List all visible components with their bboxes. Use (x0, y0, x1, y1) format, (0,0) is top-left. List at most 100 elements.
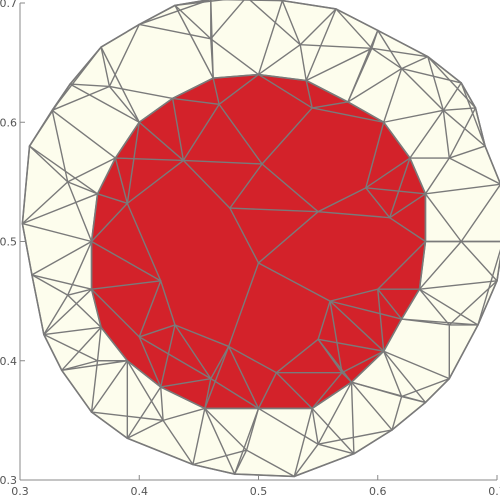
mesh-edge (275, 338, 319, 374)
mesh-edge (66, 181, 93, 243)
mesh-edge (212, 77, 220, 106)
mesh-edge (484, 145, 500, 185)
mesh-edge (227, 345, 278, 374)
mesh-edge (96, 326, 102, 362)
mesh-edge (335, 8, 373, 50)
mesh-edge (257, 407, 319, 445)
mesh-edge (90, 202, 129, 243)
mesh-edge (138, 23, 212, 40)
mesh-edge (377, 240, 427, 290)
mesh-edge (329, 300, 403, 320)
mesh-edge (61, 360, 129, 371)
mesh-edge (138, 336, 212, 380)
mesh-edge (383, 121, 411, 159)
mesh-edge (409, 157, 427, 195)
mesh-edge (460, 240, 498, 282)
mesh-edge (317, 381, 353, 445)
mesh-edge (100, 46, 140, 123)
mesh-edge (51, 46, 102, 112)
mesh-edge (43, 333, 63, 371)
mesh-edge (477, 248, 500, 326)
mesh-edge (43, 326, 102, 336)
mesh-edge (174, 4, 214, 79)
mesh-edge (257, 44, 301, 76)
mesh-edge (317, 338, 343, 374)
mesh-edge (100, 46, 111, 88)
mesh-edge (317, 429, 393, 445)
mesh-edge (43, 288, 93, 336)
mesh-edge (100, 326, 129, 362)
mesh-edge (43, 333, 99, 362)
mesh-edge (424, 377, 450, 404)
mesh-edge (442, 82, 462, 112)
mesh-edge (335, 8, 379, 32)
mesh-edge (257, 0, 284, 76)
mesh-edge (218, 103, 263, 165)
mesh-edge (281, 0, 337, 10)
mesh-edge (114, 157, 129, 205)
mesh-edge (383, 109, 445, 123)
mesh-edge (192, 407, 206, 466)
mesh-edge (210, 0, 245, 40)
mesh-edge (350, 350, 385, 383)
mesh-edge (388, 193, 427, 219)
mesh-edge (460, 82, 477, 109)
mesh-edge (229, 207, 260, 264)
mesh-edge (21, 193, 99, 225)
mesh-edge (126, 202, 162, 282)
mesh-edge (182, 159, 263, 165)
mesh-edge (174, 0, 212, 7)
mesh-edge (233, 473, 295, 478)
mesh-edge (424, 193, 462, 243)
mesh-edge (448, 145, 486, 159)
mesh-edge (311, 407, 319, 445)
mesh-edge (218, 73, 260, 106)
mesh-edge (229, 207, 319, 213)
mesh-edge (365, 187, 427, 195)
mesh-edge (114, 157, 185, 162)
mesh-edge (138, 121, 185, 162)
mesh-edge (383, 67, 403, 123)
mesh-edge (171, 97, 220, 106)
mesh-edge (448, 280, 498, 326)
mesh-edge (311, 107, 385, 123)
mesh-edge (371, 47, 403, 70)
mesh-edge (347, 101, 385, 123)
mesh-edge (90, 360, 129, 413)
mesh-edge (204, 407, 248, 451)
mesh-edge (391, 395, 403, 431)
mesh-edge (317, 338, 385, 352)
mesh-edge (171, 97, 185, 162)
mesh-edge (162, 419, 194, 466)
mesh-edge (182, 159, 231, 209)
mesh-edge (182, 103, 220, 162)
mesh-edge (400, 288, 421, 320)
mesh-edge (171, 77, 214, 100)
mesh-edge (442, 109, 450, 159)
mesh-edge (66, 294, 102, 329)
mesh-edge (51, 109, 117, 159)
mesh-edge (400, 55, 429, 70)
mesh-edge (100, 23, 140, 48)
mesh-edge (126, 360, 162, 388)
mesh-edge (66, 157, 117, 183)
mesh-edge (400, 318, 450, 326)
mesh-edge (350, 381, 393, 431)
mesh-edge (160, 386, 164, 422)
mesh-edge (305, 8, 337, 82)
mesh-edge (66, 240, 93, 296)
mesh-edge (391, 401, 427, 431)
mesh-edge (90, 288, 140, 338)
mesh-edge (350, 381, 403, 398)
mesh-edge (126, 437, 194, 466)
mesh-edge (204, 407, 236, 475)
mesh-edge (442, 109, 486, 147)
mesh-edge (329, 300, 385, 352)
mesh-edge (138, 280, 162, 338)
mesh-edge (305, 47, 373, 82)
mesh-edge (174, 4, 212, 40)
mesh-edge (409, 109, 445, 159)
mesh-edge (424, 157, 450, 195)
mesh-edge (383, 318, 403, 352)
mesh-edge (341, 350, 385, 374)
